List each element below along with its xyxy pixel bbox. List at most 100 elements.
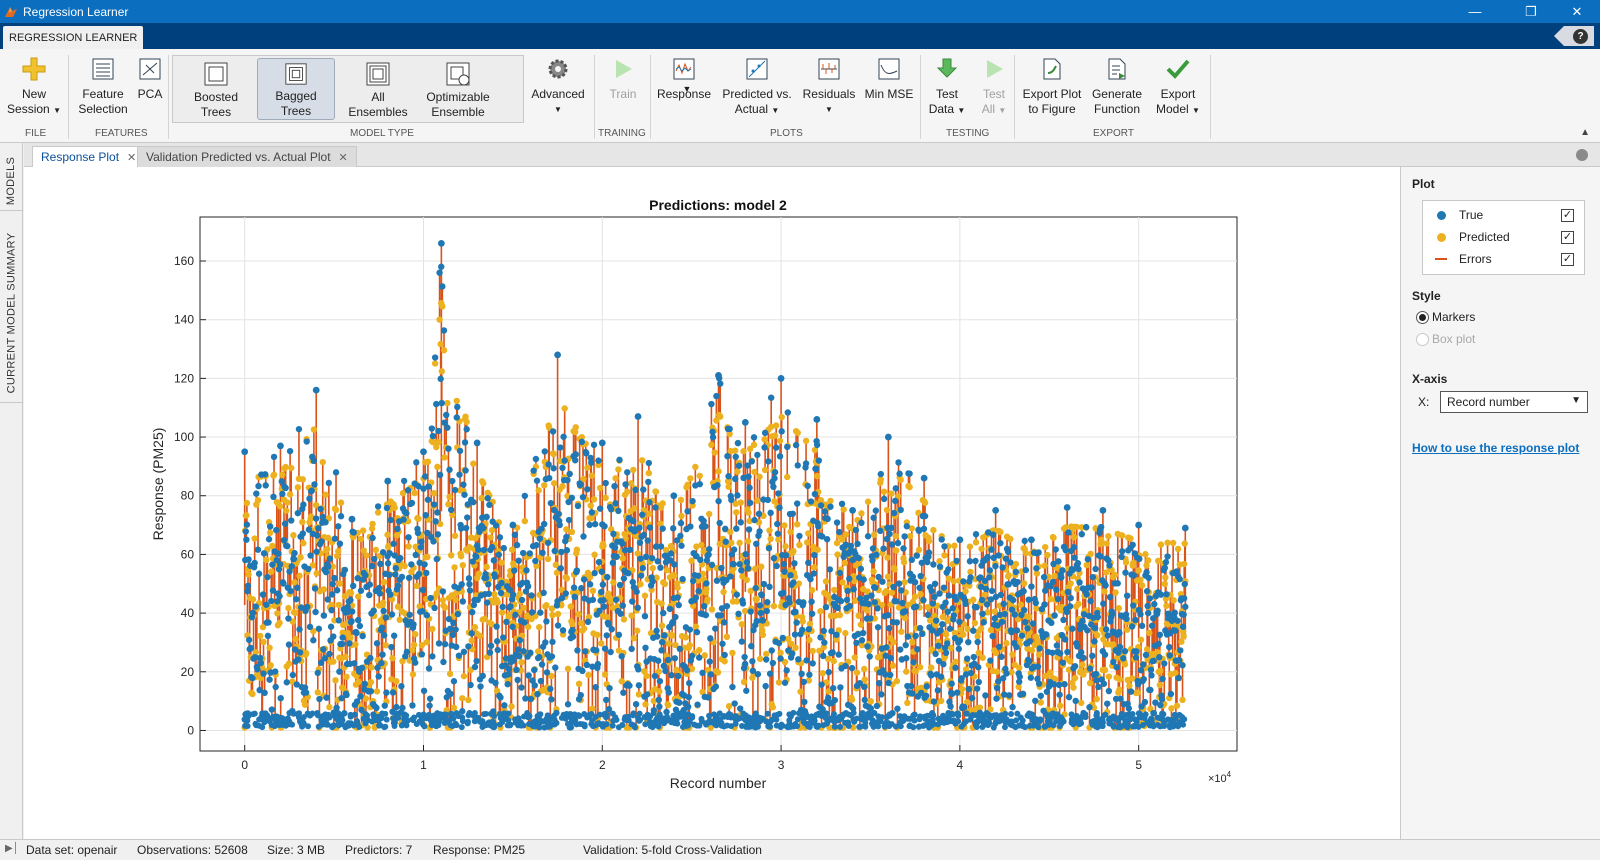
test-data-button[interactable]: Test Data ▼	[926, 55, 968, 118]
true-point	[331, 535, 339, 542]
true-point	[815, 457, 822, 464]
true-point	[1013, 627, 1021, 634]
predicted-point	[725, 483, 732, 490]
true-point	[494, 646, 501, 654]
true-point	[908, 682, 915, 690]
true-point	[686, 626, 694, 633]
true-point	[996, 643, 1003, 651]
tab-current-model-summary[interactable]: CURRENT MODEL SUMMARY	[0, 223, 22, 403]
document-menu-icon[interactable]	[1576, 149, 1588, 161]
true-point	[387, 516, 395, 524]
true-point	[673, 537, 681, 544]
close-tab-icon[interactable]: ✕	[127, 151, 137, 164]
predicted-point	[684, 481, 691, 488]
true-point	[569, 633, 577, 640]
tab-models[interactable]: MODELS	[0, 151, 22, 211]
predicted-point	[904, 601, 912, 608]
true-point	[894, 705, 901, 712]
true-point	[629, 598, 636, 605]
true-point	[1003, 670, 1010, 677]
true-point	[583, 661, 591, 669]
predicted-point	[962, 666, 970, 673]
predicted-point	[359, 527, 367, 534]
pca-button[interactable]: PCA	[136, 55, 164, 102]
predicted-point	[970, 596, 977, 603]
true-point	[794, 462, 801, 469]
true-point	[424, 496, 432, 503]
predicted-point	[641, 592, 649, 599]
true-point	[338, 640, 346, 648]
predicted-point	[740, 678, 748, 686]
export-model-button[interactable]: Export Model ▼	[1150, 55, 1206, 118]
close-tab-icon[interactable]: ✕	[338, 151, 348, 164]
gallery-item-all-ensembles[interactable]: All Ensembles	[341, 58, 415, 120]
predicted-point	[585, 671, 592, 679]
predicted-point	[1164, 539, 1171, 546]
predicted-point	[1086, 679, 1094, 687]
true-point	[297, 604, 305, 611]
feature-selection-button[interactable]: Feature Selection	[75, 55, 131, 117]
true-point	[434, 509, 441, 516]
advanced-button[interactable]: Advanced ▼	[528, 55, 588, 117]
true-point	[695, 587, 702, 595]
true-point	[466, 580, 473, 588]
true-point	[914, 646, 921, 653]
predicted-point	[1051, 676, 1059, 683]
gallery-expand-icon[interactable]: ▼	[682, 84, 692, 94]
train-button[interactable]: Train	[602, 55, 644, 102]
new-session-button[interactable]: New Session ▼	[6, 55, 62, 118]
predicted-point	[480, 480, 487, 487]
gallery-item-optimizable-ensemble[interactable]: Optimizable Ensemble	[418, 58, 498, 120]
gallery-item-boosted-trees[interactable]: Boosted Trees	[181, 58, 251, 120]
true-point	[619, 602, 627, 609]
predicted-point	[1041, 562, 1048, 569]
close-button[interactable]: ✕	[1571, 3, 1583, 19]
true-point	[357, 587, 365, 594]
predicted-point	[439, 303, 446, 310]
predicted-point	[795, 580, 803, 587]
true-point	[586, 521, 593, 529]
gallery-item-bagged-trees[interactable]: Bagged Trees	[257, 58, 335, 120]
predicted-point	[291, 609, 299, 617]
predicted-point	[465, 696, 472, 704]
true-point	[446, 466, 453, 473]
tab-validation-predicted-vs-actual[interactable]: Validation Predicted vs. Actual Plot ✕	[137, 146, 357, 167]
tab-regression-learner[interactable]: REGRESSION LEARNER	[3, 26, 144, 49]
export-plot-button[interactable]: Export Plot to Figure	[1020, 55, 1084, 117]
predicted-vs-actual-button[interactable]: Predicted vs. Actual ▼	[718, 55, 796, 118]
generate-function-button[interactable]: Generate Function	[1088, 55, 1146, 117]
collapse-ribbon-icon[interactable]: ▲	[1580, 127, 1590, 138]
response-plot-button[interactable]: Response	[656, 55, 712, 102]
help-button[interactable]: ?	[1554, 26, 1594, 46]
test-all-button[interactable]: Test All ▼	[974, 55, 1014, 118]
true-point	[605, 621, 612, 628]
predicted-point	[991, 608, 999, 615]
min-mse-button[interactable]: Min MSE	[862, 55, 916, 102]
predicted-point	[715, 468, 722, 475]
true-point	[733, 591, 741, 598]
predicted-vs-actual-icon	[743, 55, 771, 83]
residuals-button[interactable]: Residuals ▼	[800, 55, 858, 117]
true-point	[513, 666, 520, 674]
predicted-point	[460, 672, 468, 680]
true-point	[1020, 606, 1028, 614]
true-point	[433, 400, 440, 408]
predicted-point	[945, 575, 953, 582]
predicted-point	[638, 457, 646, 464]
predicted-point	[802, 437, 810, 445]
tab-response-plot[interactable]: Response Plot ✕	[32, 146, 146, 167]
true-point	[518, 684, 525, 691]
true-point	[461, 439, 469, 446]
predicted-point	[1123, 626, 1131, 633]
true-point	[537, 677, 545, 685]
minimize-button[interactable]: —	[1468, 4, 1482, 19]
true-point	[511, 531, 519, 539]
true-point	[953, 557, 960, 565]
predicted-point	[740, 448, 747, 455]
predicted-point	[416, 603, 423, 610]
restore-button[interactable]: ❐	[1525, 3, 1537, 19]
true-point	[872, 507, 880, 514]
true-point	[559, 464, 566, 472]
true-point	[271, 668, 279, 675]
